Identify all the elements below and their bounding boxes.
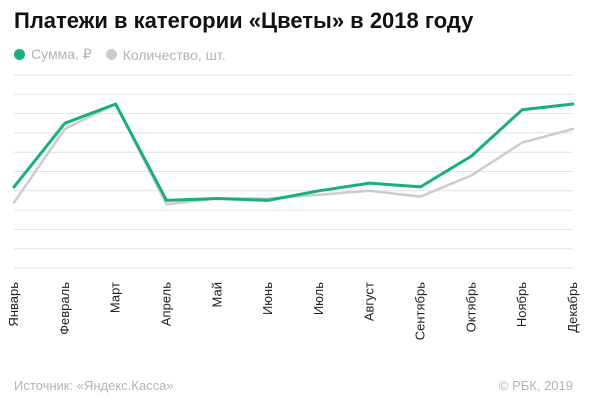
legend-item-count: Количество, шт. [105,46,226,63]
x-tick-label: Февраль [57,282,72,335]
legend-dot-count [105,49,117,60]
x-axis-labels: Январь Февраль Март Апрель Май Июнь Июль Август… [6,282,580,340]
x-tick-label: Сентябрь [413,282,428,340]
x-tick-label: Август [362,282,377,321]
series-line-count [12,102,575,206]
legend-item-sum: Сумма, ₽ [14,46,92,63]
legend-dot-sum [14,49,25,60]
source-note: Источник: «Яндекс.Касса» [14,378,174,393]
legend-label-count: Количество, шт. [122,46,226,63]
x-tick-label: Март [108,282,123,313]
x-tick-label: Январь [6,282,21,327]
x-tick-label: Апрель [158,282,173,326]
x-tick-label: Ноябрь [514,282,529,327]
chart-title: Платежи в категории «Цветы» в 2018 году [14,8,474,33]
x-tick-label: Июль [311,282,326,315]
x-tick-label: Май [209,282,224,307]
copyright-note: © РБК, 2019 [498,378,573,393]
legend-label-sum: Сумма, ₽ [31,46,92,62]
gridlines [14,74,573,269]
x-tick-label: Декабрь [565,282,580,333]
series-lines [12,102,575,206]
x-tick-label: Октябрь [463,282,478,333]
legend: Сумма, ₽ Количество, шт. [14,46,226,63]
series-line-sum [12,102,575,202]
x-tick-label: Июнь [260,282,275,315]
